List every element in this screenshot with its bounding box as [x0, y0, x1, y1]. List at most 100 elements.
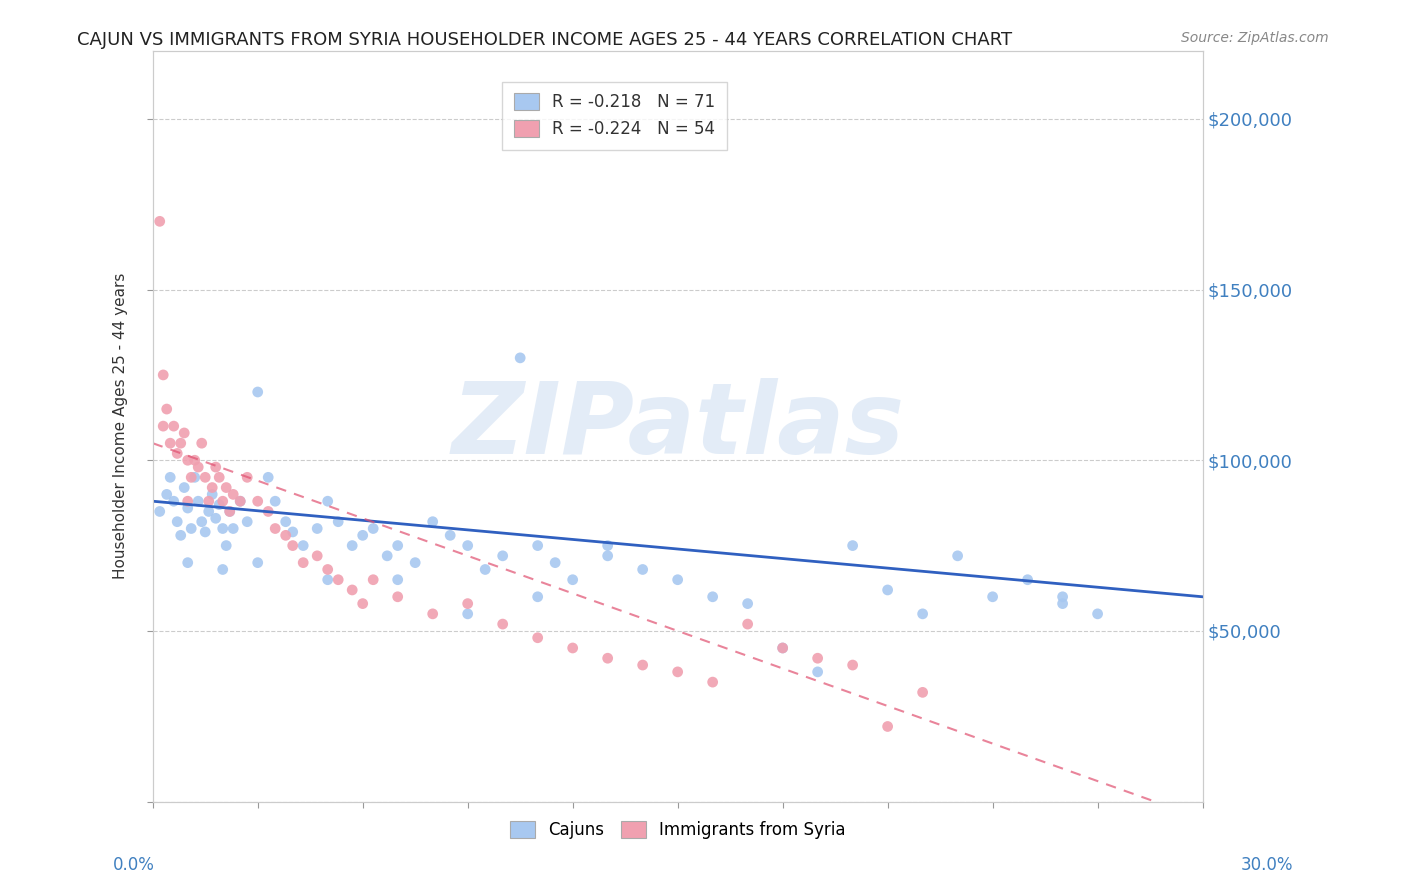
Point [274, 528, 297, 542]
Point [208, 470, 231, 484]
Point [187, 494, 209, 508]
Point [170, 528, 193, 542]
Point [737, 617, 759, 632]
Point [544, 556, 567, 570]
Point [177, 453, 200, 467]
Point [328, 515, 350, 529]
Point [561, 640, 583, 655]
Point [246, 384, 269, 399]
Point [229, 494, 252, 508]
Point [340, 539, 363, 553]
Point [187, 460, 209, 475]
Point [807, 665, 830, 679]
Point [246, 494, 269, 508]
Point [163, 419, 186, 434]
Point [177, 501, 200, 516]
Point [316, 573, 339, 587]
Point [666, 573, 689, 587]
Point [352, 528, 374, 542]
Point [352, 597, 374, 611]
Point [281, 524, 304, 539]
Point [163, 494, 186, 508]
Point [457, 597, 479, 611]
Point [264, 522, 287, 536]
Point [702, 590, 724, 604]
Point [183, 453, 205, 467]
Point [194, 524, 217, 539]
Point [526, 590, 548, 604]
Point [439, 528, 461, 542]
Point [218, 504, 240, 518]
Point [229, 494, 252, 508]
Point [194, 470, 217, 484]
Point [772, 640, 794, 655]
Point [702, 675, 724, 690]
Point [387, 590, 409, 604]
Point [737, 597, 759, 611]
Point [596, 549, 619, 563]
Point [526, 631, 548, 645]
Point [236, 470, 259, 484]
Point [166, 446, 188, 460]
Point [1087, 607, 1109, 621]
Point [236, 515, 259, 529]
Point [404, 556, 426, 570]
Point [201, 487, 224, 501]
Point [257, 504, 280, 518]
Point [177, 494, 200, 508]
Point [264, 494, 287, 508]
Point [173, 481, 195, 495]
Point [666, 665, 689, 679]
Point [246, 556, 269, 570]
Point [457, 607, 479, 621]
Text: Source: ZipAtlas.com: Source: ZipAtlas.com [1181, 31, 1329, 45]
Point [457, 539, 479, 553]
Point [631, 658, 654, 673]
Point [340, 582, 363, 597]
Point [222, 487, 245, 501]
Point [180, 522, 202, 536]
Point [211, 562, 233, 576]
Point [911, 685, 934, 699]
Point [876, 719, 898, 733]
Point [159, 436, 181, 450]
Point [596, 539, 619, 553]
Legend: Cajuns, Immigrants from Syria: Cajuns, Immigrants from Syria [503, 814, 852, 846]
Point [292, 539, 315, 553]
Point [375, 549, 398, 563]
Point [911, 607, 934, 621]
Point [307, 549, 329, 563]
Point [631, 562, 654, 576]
Point [211, 522, 233, 536]
Point [292, 556, 315, 570]
Point [474, 562, 496, 576]
Point [876, 582, 898, 597]
Point [387, 573, 409, 587]
Point [180, 470, 202, 484]
Point [190, 515, 212, 529]
Point [257, 470, 280, 484]
Text: 0.0%: 0.0% [112, 855, 155, 873]
Point [152, 368, 174, 382]
Point [156, 487, 179, 501]
Point [1052, 597, 1074, 611]
Point [841, 658, 863, 673]
Point [173, 425, 195, 440]
Point [361, 573, 384, 587]
Point [946, 549, 969, 563]
Point [166, 515, 188, 529]
Point [981, 590, 1004, 604]
Point [215, 481, 238, 495]
Point [177, 556, 200, 570]
Point [183, 470, 205, 484]
Point [208, 498, 231, 512]
Point [159, 470, 181, 484]
Text: ZIPatlas: ZIPatlas [451, 377, 904, 475]
Point [316, 562, 339, 576]
Point [215, 539, 238, 553]
Point [526, 539, 548, 553]
Point [274, 515, 297, 529]
Point [156, 402, 179, 417]
Point [197, 494, 219, 508]
Point [328, 573, 350, 587]
